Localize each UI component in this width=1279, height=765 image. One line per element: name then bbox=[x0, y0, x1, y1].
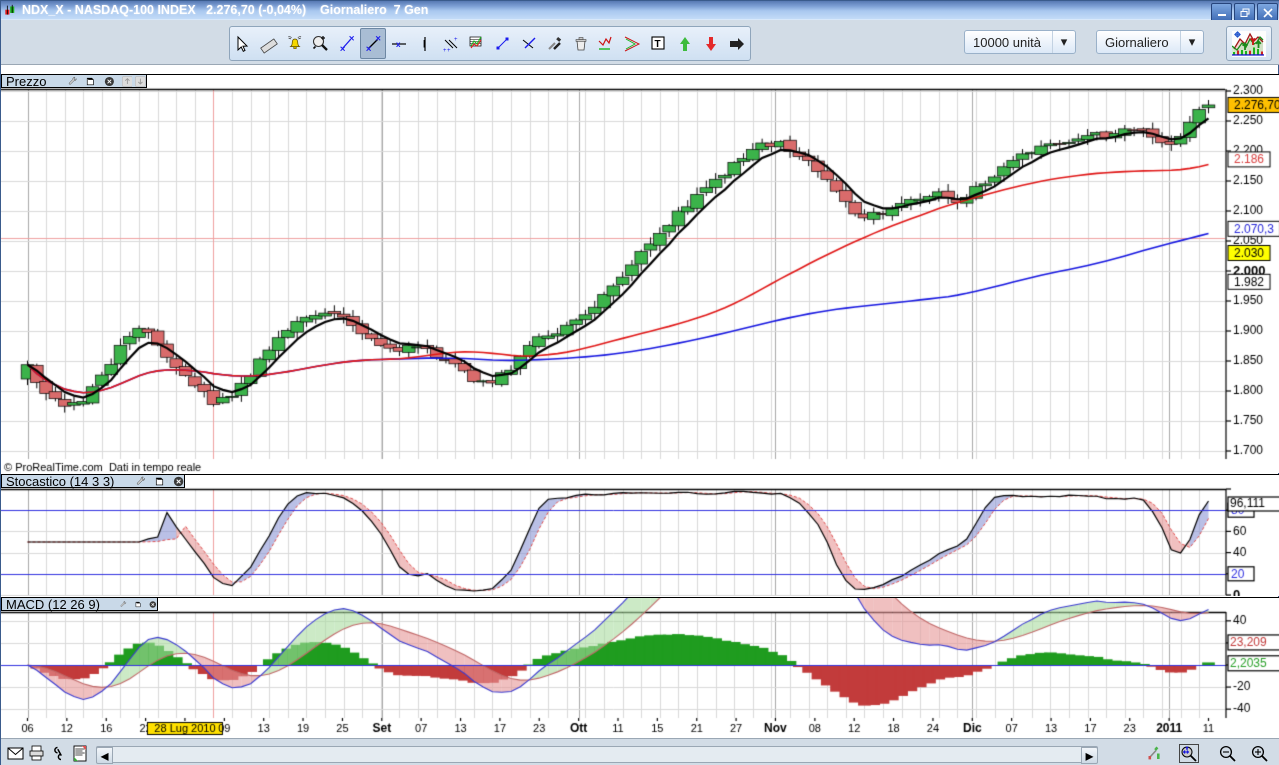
svg-text:✕: ✕ bbox=[366, 44, 372, 53]
svg-text:x: x bbox=[396, 40, 401, 49]
svg-text:+: + bbox=[447, 48, 451, 53]
svg-text:+: + bbox=[454, 37, 458, 43]
svg-text:|: | bbox=[423, 39, 425, 48]
svg-text:✕: ✕ bbox=[348, 35, 354, 43]
svg-text:✕: ✕ bbox=[339, 44, 345, 53]
svg-text:✕: ✕ bbox=[375, 35, 381, 43]
svg-text:T: T bbox=[655, 39, 661, 50]
